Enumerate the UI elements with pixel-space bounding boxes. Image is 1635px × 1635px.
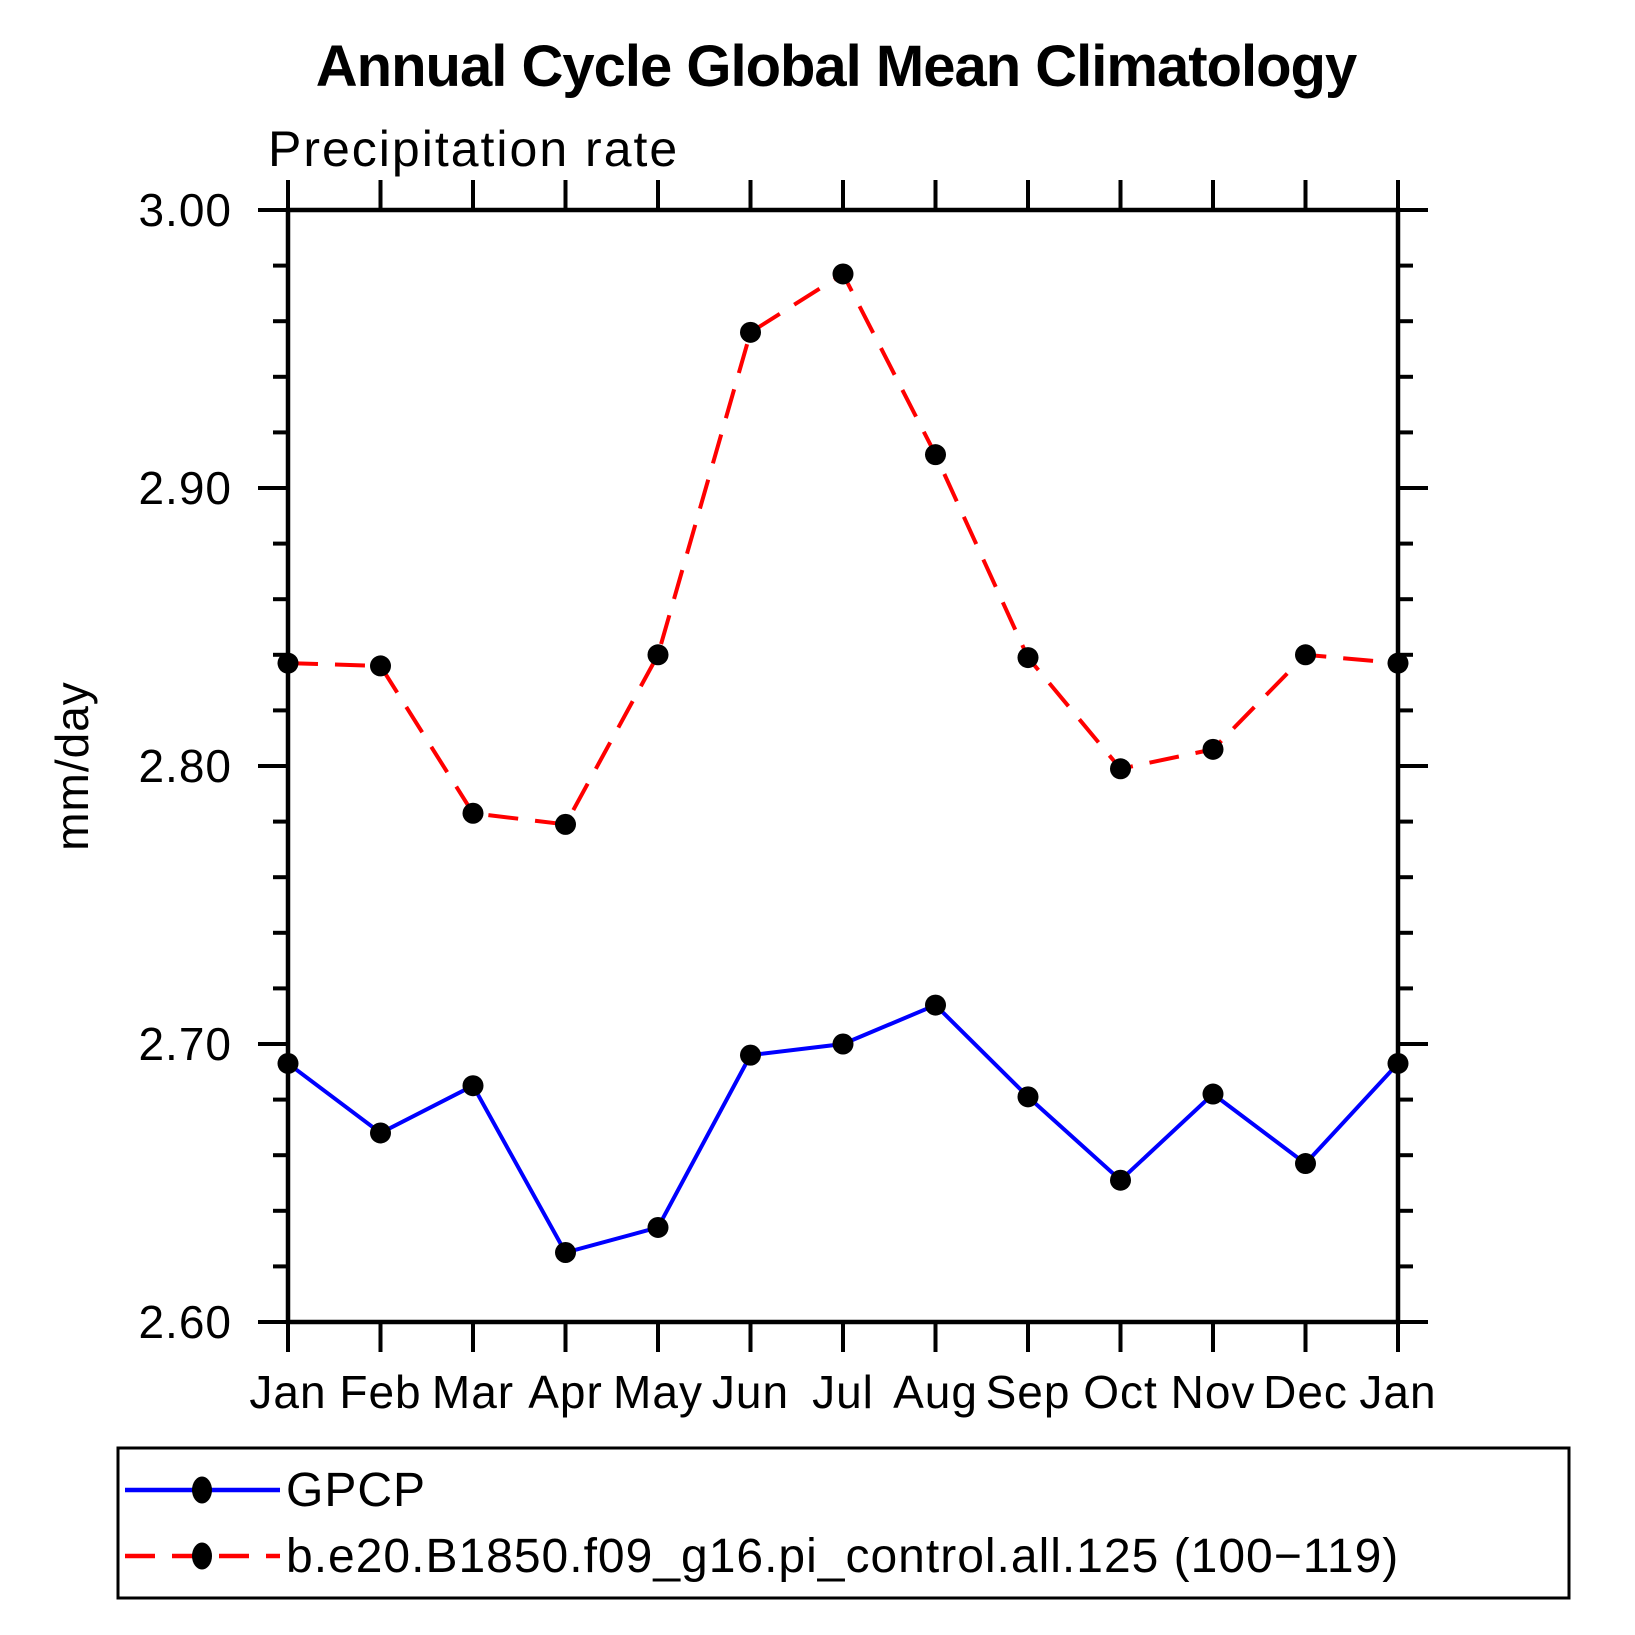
x-tick-label: Sep — [986, 1366, 1071, 1418]
axis-ticks — [258, 180, 1428, 1352]
series-lines — [277, 263, 1409, 1263]
data-point-marker — [1295, 644, 1316, 666]
data-point-marker — [740, 321, 761, 343]
plot-frame-rect — [285, 207, 1401, 1325]
y-tick-label: 3.00 — [138, 184, 232, 236]
x-tick-label: Mar — [432, 1366, 514, 1418]
x-tick-label: Jan — [1359, 1366, 1436, 1418]
axis-tick-labels: Jan Feb Mar Apr May Jun Jul Aug Sep Oct Nov Dec Jan2… — [138, 184, 1436, 1418]
data-point-marker — [1110, 758, 1131, 780]
data-point-marker — [1202, 738, 1224, 760]
data-point-marker — [555, 1242, 576, 1263]
legend-label-model: b.e20.B1850.f09_g16.pi_control.all.125 (… — [286, 1530, 1399, 1583]
data-point-marker — [832, 263, 854, 285]
series-gpcp — [277, 994, 1409, 1263]
legend-swatches — [125, 1476, 280, 1570]
series-model — [277, 263, 1409, 835]
x-tick-label: Jul — [812, 1366, 874, 1418]
y-tick-label: 2.60 — [138, 1296, 232, 1348]
x-tick-label: Jun — [712, 1366, 789, 1418]
x-tick-label: Jan — [249, 1366, 326, 1418]
data-point-marker — [1295, 1153, 1316, 1175]
y-tick-label: 2.90 — [138, 462, 232, 514]
legend-swatch-marker — [192, 1542, 212, 1570]
data-point-marker — [462, 1075, 484, 1097]
data-point-marker — [647, 644, 669, 666]
legend: GPCP b.e20.B1850.f09_g16.pi_control.all.… — [116, 1446, 1571, 1600]
data-point-marker — [1387, 1052, 1409, 1074]
x-tick-label: May — [613, 1366, 703, 1418]
y-tick-label: 2.80 — [138, 740, 232, 792]
data-point-marker — [462, 802, 484, 824]
x-tick-label: Feb — [339, 1366, 421, 1418]
data-point-marker — [277, 1052, 299, 1074]
data-point-marker — [1110, 1169, 1131, 1191]
data-point-marker — [1202, 1083, 1224, 1105]
legend-box — [116, 1446, 1571, 1600]
data-point-marker — [555, 813, 576, 835]
series-line — [287, 271, 1399, 827]
data-point-marker — [1387, 652, 1409, 674]
y-axis-label: mm/day — [46, 681, 98, 851]
data-point-marker — [1017, 1086, 1039, 1108]
chart-subtitle: Precipitation rate — [268, 121, 679, 177]
data-point-marker — [1017, 647, 1039, 669]
data-point-marker — [925, 994, 946, 1016]
x-tick-label: Nov — [1171, 1366, 1256, 1418]
y-tick-label: 2.70 — [138, 1018, 232, 1070]
data-point-marker — [277, 652, 299, 674]
data-point-marker — [832, 1033, 854, 1055]
x-tick-label: Dec — [1263, 1366, 1348, 1418]
legend-swatch-marker — [192, 1476, 212, 1504]
data-point-marker — [647, 1216, 669, 1238]
data-point-marker — [370, 655, 391, 677]
x-tick-label: Oct — [1083, 1366, 1158, 1418]
plot-frame — [285, 207, 1401, 1325]
data-point-marker — [370, 1122, 391, 1144]
legend-label-gpcp: GPCP — [286, 1464, 426, 1517]
data-point-marker — [740, 1044, 761, 1066]
data-point-marker — [925, 444, 946, 466]
x-tick-label: Apr — [528, 1366, 603, 1418]
x-tick-label: Aug — [893, 1366, 978, 1418]
chart-title: Annual Cycle Global Mean Climatology — [316, 34, 1357, 99]
